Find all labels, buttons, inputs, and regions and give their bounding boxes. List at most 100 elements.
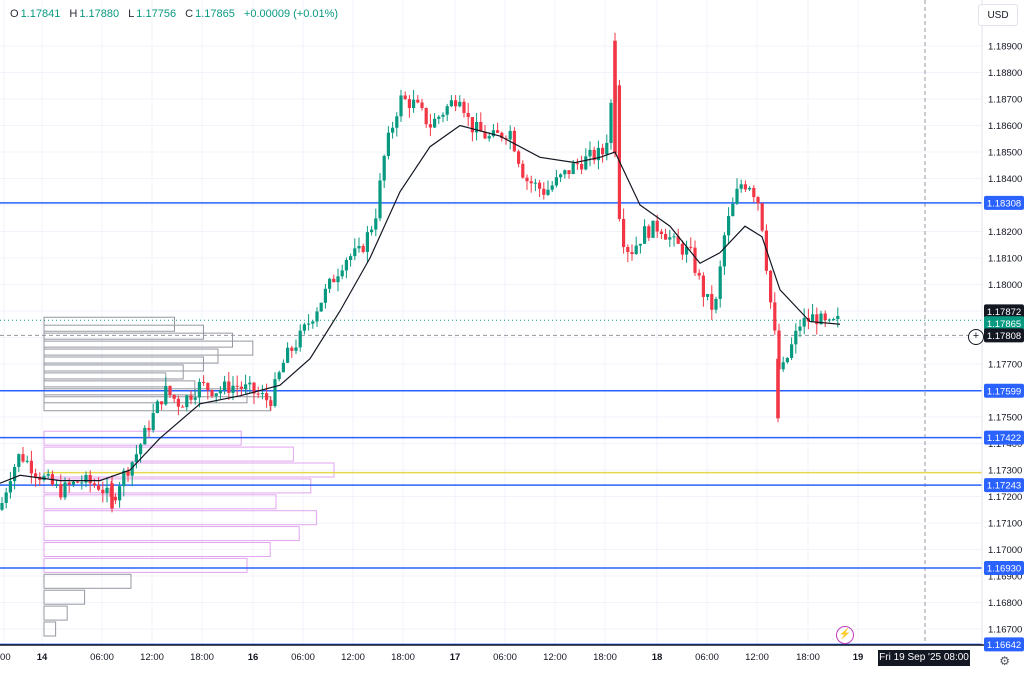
close-label: C <box>185 8 194 20</box>
level-price-tag <box>984 637 1024 652</box>
open-value: 1.17841 <box>20 8 61 20</box>
candle-body <box>0 503 4 510</box>
candle-body <box>512 130 516 152</box>
candle-body <box>4 492 8 504</box>
volume-profile-bar <box>43 324 204 340</box>
candle-body <box>487 136 491 139</box>
candle-body <box>449 100 453 107</box>
time-tick-label: 16 <box>248 652 259 663</box>
candle-body <box>735 188 739 204</box>
candle-body <box>55 484 59 486</box>
candle-body <box>298 330 302 348</box>
candle-body <box>8 481 12 493</box>
candle-body <box>752 187 756 198</box>
candle-body <box>588 149 592 157</box>
price-tick-label: 1.18900 <box>988 42 1022 53</box>
volume-profile-bar <box>43 494 277 510</box>
candle-body <box>739 184 743 189</box>
time-tick-label: 18 <box>652 652 663 663</box>
time-tick-label: 06:00 <box>695 652 719 663</box>
candle-body <box>491 130 495 137</box>
candle-body <box>769 270 773 303</box>
candle-body <box>13 466 17 482</box>
candle-body <box>269 400 273 406</box>
candle-body <box>647 226 651 238</box>
candle-body <box>680 243 684 255</box>
candle-body <box>407 99 411 109</box>
candle-body <box>693 247 697 273</box>
candle-body <box>294 347 298 351</box>
candle-body <box>525 177 529 182</box>
low-label: L <box>128 8 135 20</box>
price-tick-label: 1.18000 <box>988 280 1022 291</box>
candle-body <box>181 406 185 408</box>
candle-body <box>466 112 470 118</box>
candle-body <box>122 470 126 487</box>
candle-body <box>374 218 378 230</box>
candle-body <box>659 231 663 234</box>
volume-profile-bar <box>43 510 318 526</box>
candle-body <box>307 323 311 325</box>
candle-body <box>836 316 840 320</box>
candle-body <box>676 236 680 244</box>
candle-body <box>361 245 365 252</box>
candle-body <box>605 142 609 155</box>
price-tick-label: 1.17200 <box>988 492 1022 503</box>
candle-body <box>433 118 437 128</box>
volume-profile-bar <box>43 605 68 621</box>
tradingview-lightning-icon[interactable]: ⚡ <box>836 626 854 644</box>
candle-body <box>706 294 710 297</box>
candle-body <box>714 298 718 310</box>
candle-body <box>223 381 227 391</box>
price-tick-label: 1.18200 <box>988 227 1022 238</box>
candle-body <box>147 427 151 431</box>
currency-button[interactable]: USD <box>978 4 1018 26</box>
candle-body <box>575 163 579 165</box>
candle-body <box>391 127 395 133</box>
time-tick-label: :00 <box>0 652 11 663</box>
candle-body <box>592 149 596 161</box>
candle-body <box>815 314 819 325</box>
candle-body <box>97 485 101 490</box>
candle-body <box>794 330 798 345</box>
candle-body <box>277 372 281 380</box>
candle-body <box>88 474 92 484</box>
volume-profile-bar <box>43 388 248 404</box>
candle-body <box>281 362 285 373</box>
time-tick-label: 12:00 <box>543 652 567 663</box>
volume-profile-bar <box>43 356 204 372</box>
candle-body <box>718 266 722 299</box>
candle-body <box>71 481 75 485</box>
candle-body <box>323 288 327 303</box>
candle-body <box>101 489 105 494</box>
high-label: H <box>69 8 78 20</box>
candle-body <box>437 116 441 119</box>
add-alert-button[interactable]: + <box>968 329 984 345</box>
price-tick-label: 1.18800 <box>988 68 1022 79</box>
level-price-label: 1.17243 <box>987 481 1021 492</box>
volume-profile-bar <box>43 316 175 332</box>
candle-body <box>248 382 252 385</box>
candle-body <box>785 357 789 363</box>
candle-body <box>517 151 521 164</box>
gear-icon[interactable]: ⚙ <box>999 654 1010 668</box>
candle-body <box>202 381 206 384</box>
time-tick-label: 14 <box>37 652 48 663</box>
candle-body <box>643 226 647 244</box>
candle-body <box>206 383 210 391</box>
candle-body <box>802 318 806 327</box>
candle-body <box>538 182 542 189</box>
candle-body <box>105 487 109 494</box>
candle-body <box>601 147 605 155</box>
candle-body <box>529 181 533 184</box>
crosshair-price-tag <box>984 328 1024 343</box>
candle-body <box>265 393 269 401</box>
low-value: 1.17756 <box>136 8 177 20</box>
volume-profile-bar <box>43 589 86 605</box>
last-price-tag <box>984 316 1024 331</box>
level-price-tag <box>984 478 1024 493</box>
candle-body <box>46 474 50 476</box>
level-price-tag <box>984 195 1024 210</box>
